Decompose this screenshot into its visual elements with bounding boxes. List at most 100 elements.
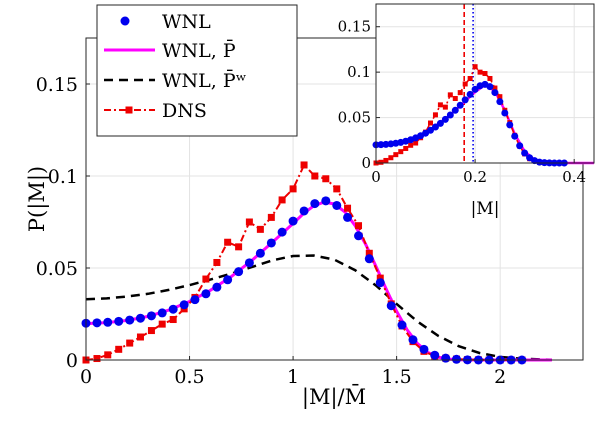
main-series-dns-point xyxy=(93,355,101,363)
inset-series-wnl-point xyxy=(511,132,519,140)
main-series-wnl-pw-line xyxy=(85,254,552,362)
main-x-tick-label: 1.5 xyxy=(382,366,412,388)
inset-series-dns-point xyxy=(482,71,488,77)
legend-marker-dns xyxy=(125,106,133,114)
inset-series-dns-point xyxy=(398,149,404,155)
main-series-dns-point xyxy=(344,204,352,212)
main-series-dns-point xyxy=(278,196,286,204)
main-series-wnl-point xyxy=(277,227,287,237)
inset-series-dns-point xyxy=(388,155,394,161)
inset-series-dns-point xyxy=(497,94,503,100)
main-series-wnl-point xyxy=(430,350,440,360)
main-series-wnl-point xyxy=(332,200,342,210)
main-x-tick-label: 2 xyxy=(494,366,506,388)
legend: WNL WNL, P̄ WNL, P̄ʷ DNS xyxy=(96,4,298,137)
main-series-wnl-point xyxy=(310,199,320,209)
main-series-wnl-point xyxy=(364,254,374,264)
legend-box xyxy=(96,4,298,137)
main-series-wnl-point xyxy=(103,317,113,327)
legend-label-dns: DNS xyxy=(162,100,207,122)
main-x-tick-label: 1 xyxy=(287,366,299,388)
main-x-axis-label: |M|/M̄ xyxy=(302,384,366,410)
inset-series-dns-point xyxy=(393,152,399,158)
inset-series-dns-point xyxy=(472,64,478,70)
inset-x-tick-label: 0.2 xyxy=(463,168,487,186)
main-series-dns-point xyxy=(245,218,253,226)
main-series-dns-point xyxy=(267,213,275,221)
legend-swatch-wnl xyxy=(120,16,130,26)
inset-y-tick-label: 0.15 xyxy=(338,18,371,36)
inset-series-dns-point xyxy=(462,81,468,87)
main-series-wnl-point xyxy=(321,196,331,206)
inset-series-dns-point xyxy=(467,76,473,82)
main-series-dns-point xyxy=(158,320,166,328)
main-series-wnl-point xyxy=(223,275,233,285)
main-series-dns-point xyxy=(300,161,308,169)
inset-series-dns-point xyxy=(428,120,433,126)
inset-x-axis-label: |M| xyxy=(471,199,500,219)
inset-x-tick-label: 0 xyxy=(371,168,381,186)
main-series-wnl-point xyxy=(419,344,429,354)
main-series-dns-point xyxy=(355,222,363,230)
main-series-wnl-point xyxy=(354,231,364,241)
main-series-dns-point xyxy=(126,339,134,347)
main-x-tick-label: 0.5 xyxy=(174,366,204,388)
inset-ticks: 0 0.2 0.4 0 0.05 0.1 0.15 xyxy=(338,18,587,186)
inset-y-tick-label: 0 xyxy=(361,154,371,172)
main-series-wnl-point xyxy=(266,238,276,248)
main-ticks: 0 0.5 1 1.5 2 0 0.05 0.1 0.15 xyxy=(36,74,507,388)
legend-entry-dns: DNS xyxy=(104,100,207,122)
inset-y-tick-label: 0.05 xyxy=(338,109,371,127)
main-series-wnl-point xyxy=(288,216,298,226)
inset-series-dns-point xyxy=(457,90,463,96)
inset-series-wnl-point xyxy=(486,83,494,91)
main-series-wnl-point xyxy=(125,315,135,325)
inset-series-dns-point xyxy=(447,92,453,98)
main-y-tick-label: 0.15 xyxy=(36,74,78,96)
inset-series-wnl-point xyxy=(506,121,514,129)
main-series-wnl-point xyxy=(244,258,254,268)
main-series-dns-point xyxy=(289,185,297,193)
main-series-dns-point xyxy=(365,249,373,257)
inset-series-dns-point xyxy=(442,104,448,110)
main-series-dns-point xyxy=(256,225,264,233)
main-series-wnl-point xyxy=(397,320,407,330)
main-series-dns-point xyxy=(115,345,123,353)
main-series-dns-point xyxy=(104,351,112,359)
main-series-wnl-point xyxy=(343,212,353,222)
inset-series-wnl-point xyxy=(377,141,385,149)
main-series-wnl-point xyxy=(114,316,124,326)
inset-series-dns-point xyxy=(403,145,409,151)
main-y-tick-label: 0.1 xyxy=(48,166,78,188)
main-series-wnl-point xyxy=(386,301,396,311)
inset-series-dns-point xyxy=(432,112,438,118)
main-series-wnl-point xyxy=(179,300,189,310)
inset-series-wnl-point xyxy=(516,142,524,150)
inset-series-dns-point xyxy=(408,142,414,148)
legend-entry-wnl-pw: WNL, P̄ʷ xyxy=(104,69,247,92)
main-series-dns-point xyxy=(147,327,155,335)
main-series-wnl-point xyxy=(375,278,385,288)
main-series-dns-point xyxy=(322,175,330,183)
inset-series-dns-point xyxy=(477,69,483,75)
main-series-wnl-point xyxy=(135,313,145,323)
inset-series-wnl-point xyxy=(427,126,434,134)
main-series-wnl-point xyxy=(190,295,200,305)
inset-series-wnl-point xyxy=(441,115,449,123)
main-series-dns-point xyxy=(235,243,243,251)
main-series-wnl-point xyxy=(212,282,222,292)
main-series-wnl-point xyxy=(255,248,265,258)
legend-label-wnl-pw: WNL, P̄ʷ xyxy=(162,69,247,92)
inset-chart: 0 0.2 0.4 0 0.05 0.1 0.15 |M| xyxy=(338,3,595,219)
inset-series-wnl-point xyxy=(496,98,504,106)
main-series-dns-point xyxy=(311,172,319,180)
main-series-wnl-point xyxy=(146,311,156,321)
inset-series-dns-point xyxy=(383,157,389,163)
main-series-dns-point xyxy=(213,258,221,266)
inset-y-tick-label: 0.1 xyxy=(347,63,371,81)
inset-series-wnl-point xyxy=(501,109,509,117)
main-series-dns-point xyxy=(136,333,144,341)
inset-series-dns-point xyxy=(487,76,493,82)
inset-series-wnl-point xyxy=(451,106,459,114)
